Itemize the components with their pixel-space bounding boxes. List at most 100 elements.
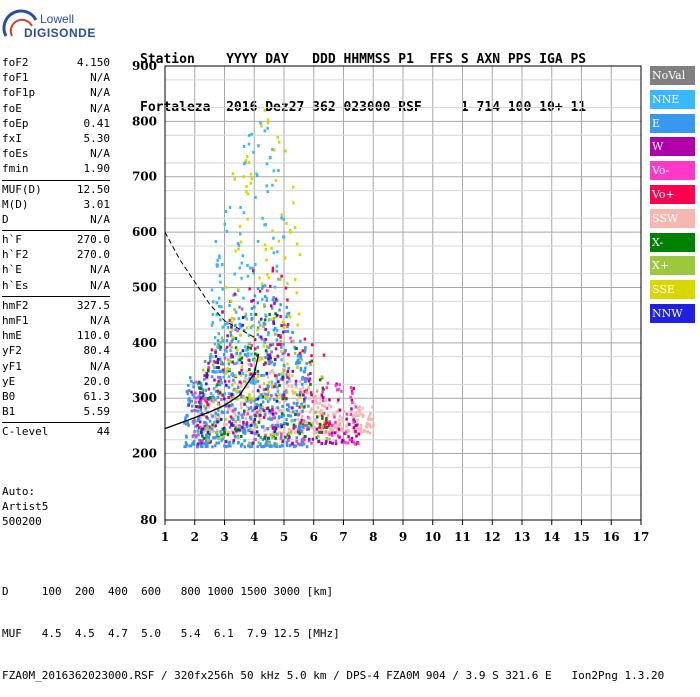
data-point: [209, 359, 212, 363]
data-point: [217, 441, 220, 445]
data-point: [297, 425, 301, 429]
data-point: [232, 441, 235, 445]
data-point: [293, 445, 296, 449]
data-point: [301, 407, 305, 411]
data-point: [274, 332, 278, 336]
x-tick-label: 17: [633, 530, 650, 544]
profile-dashed-line: [164, 231, 255, 338]
param-value: 4.150: [76, 56, 110, 69]
data-point: [293, 425, 296, 429]
data-point: [239, 232, 242, 236]
data-point: [300, 443, 304, 447]
data-point: [269, 356, 272, 360]
data-point: [254, 312, 258, 316]
data-point: [284, 330, 287, 333]
data-point: [216, 433, 219, 437]
data-point: [322, 425, 326, 429]
data-point: [256, 445, 259, 449]
data-point: [335, 382, 338, 386]
data-point: [295, 393, 299, 397]
data-point: [274, 374, 277, 378]
data-point: [227, 392, 231, 396]
data-point: [223, 379, 227, 383]
data-point: [186, 422, 190, 426]
data-point: [299, 387, 302, 391]
data-point: [225, 400, 228, 404]
param-row: yF2 80.4: [2, 344, 110, 359]
data-point: [224, 371, 228, 375]
data-point: [329, 405, 333, 408]
data-point: [239, 381, 243, 385]
data-point: [296, 354, 300, 358]
data-point: [197, 415, 201, 419]
data-point: [336, 434, 340, 438]
data-point: [349, 386, 353, 390]
param-row: yF1 N/A: [2, 360, 110, 375]
data-point: [231, 409, 235, 413]
data-point: [218, 436, 221, 440]
data-point: [304, 366, 307, 370]
data-point: [203, 420, 206, 424]
data-point: [274, 444, 278, 448]
data-point: [334, 384, 338, 388]
data-point: [193, 430, 196, 433]
data-point: [274, 326, 277, 330]
data-point: [213, 336, 217, 340]
data-point: [291, 374, 294, 378]
data-point: [210, 323, 214, 327]
data-point: [269, 352, 272, 356]
data-point: [213, 366, 216, 370]
data-point: [233, 272, 236, 276]
data-point: [352, 429, 355, 433]
data-point: [274, 297, 278, 301]
data-point: [290, 442, 294, 446]
data-point: [185, 422, 188, 426]
data-point: [230, 353, 233, 357]
data-point: [366, 422, 369, 425]
param-separator: [2, 179, 110, 181]
data-point: [314, 399, 318, 403]
data-point: [246, 326, 249, 330]
data-point: [196, 419, 199, 422]
data-point: [250, 441, 253, 445]
data-point: [346, 441, 350, 445]
data-point: [266, 121, 270, 125]
data-point: [354, 429, 357, 433]
data-point: [294, 391, 297, 394]
data-point: [256, 326, 260, 330]
data-point: [368, 423, 371, 427]
data-point: [267, 411, 271, 415]
data-point: [295, 385, 298, 389]
data-point: [234, 328, 237, 332]
data-point: [280, 216, 283, 220]
data-point: [283, 256, 287, 260]
data-point: [218, 296, 221, 300]
data-point: [258, 395, 261, 399]
data-point: [286, 380, 289, 384]
data-point: [299, 366, 303, 370]
data-point: [261, 438, 265, 441]
data-point: [221, 437, 224, 441]
data-point: [237, 428, 240, 432]
data-point: [262, 373, 265, 377]
param-row: fxI 5.30: [2, 132, 110, 147]
data-point: [311, 343, 314, 347]
data-point: [207, 397, 210, 400]
data-point: [300, 423, 303, 427]
data-point: [253, 338, 257, 342]
data-point: [287, 373, 290, 377]
data-point: [198, 438, 201, 442]
data-point: [199, 426, 202, 430]
data-point: [288, 435, 291, 439]
data-point: [283, 323, 286, 327]
param-separator: [2, 295, 110, 297]
data-point: [235, 387, 239, 391]
data-point: [233, 411, 236, 415]
data-point: [283, 399, 287, 403]
data-point: [302, 370, 306, 374]
data-point: [250, 299, 253, 303]
data-point: [248, 394, 251, 398]
data-point: [284, 349, 287, 353]
data-point: [312, 402, 316, 406]
data-point: [308, 417, 312, 421]
